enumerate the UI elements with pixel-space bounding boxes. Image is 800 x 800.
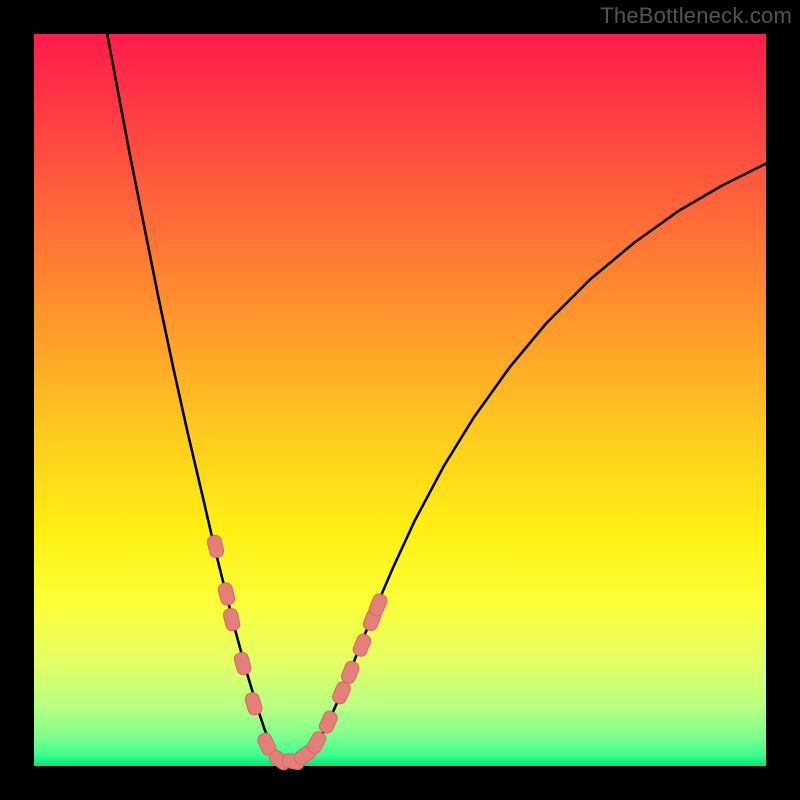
watermark-text: TheBottleneck.com [600,3,792,29]
marker-group [206,534,389,772]
bottleneck-curve [107,34,766,762]
curve-marker [317,709,339,735]
curve-marker [217,582,236,607]
curve-marker [206,534,225,559]
curve-marker [340,659,361,685]
curve-marker [351,632,372,658]
chart-canvas: TheBottleneck.com [0,0,800,800]
curve-layer [34,34,766,766]
plot-area [34,34,766,766]
curve-marker [222,607,241,632]
curve-marker [233,651,252,676]
curve-marker [244,691,264,716]
